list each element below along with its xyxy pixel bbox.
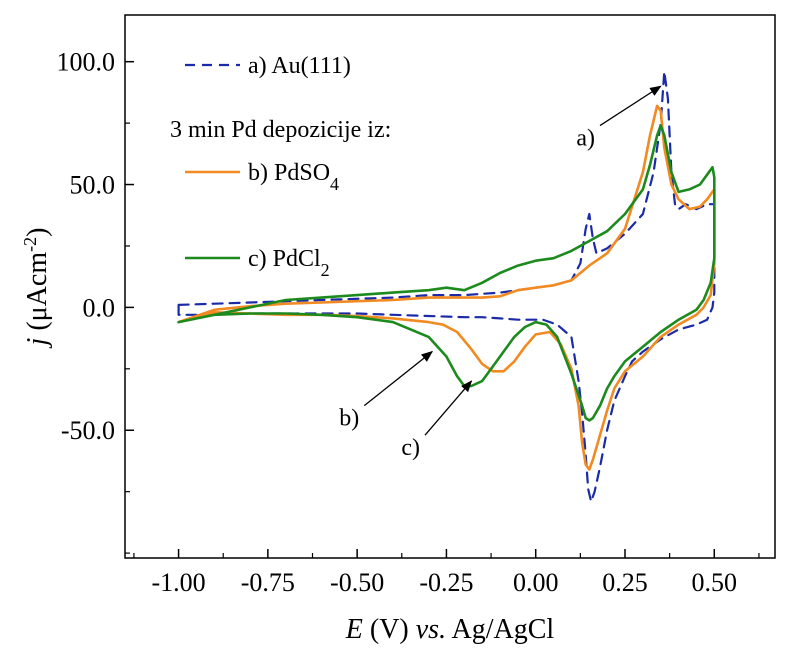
x-tick-label: 0.50 (692, 568, 738, 597)
x-tick-label: -0.25 (419, 568, 473, 597)
x-tick-label: -0.50 (330, 568, 384, 597)
annotation-arrow (599, 85, 662, 127)
annotation-arrow (363, 350, 434, 407)
legend-heading: 3 min Pd depozicije iz: (170, 117, 391, 143)
x-tick-label: -1.00 (151, 568, 205, 597)
x-tick-label: -0.75 (241, 568, 295, 597)
y-tick-label: -50.0 (61, 416, 115, 445)
legend-label-c: c) PdCl2 (248, 246, 330, 280)
x-axis: -1.00 -0.75 -0.50 -0.25 0.00 0.25 0.50 (133, 549, 760, 597)
annotations: a) b) c) (339, 85, 662, 461)
y-axis-title: j (μAcm-2) (20, 228, 53, 349)
y-tick-label: 50.0 (70, 171, 116, 200)
annotation-label: c) (401, 435, 420, 461)
annotation-arrow (424, 380, 473, 436)
plot-frame (124, 14, 776, 559)
y-tick-label: 0.0 (83, 293, 116, 322)
y-tick-label: 100.0 (57, 48, 116, 77)
x-tick-label: 0.25 (602, 568, 648, 597)
legend-label-a: a) Au(111) (248, 53, 351, 79)
legend-label-b: b) PdSO4 (248, 160, 339, 194)
series-b-line (177, 104, 716, 471)
series-a-line (177, 70, 716, 503)
y-axis: -50.0 0.0 50.0 100.0 (57, 48, 134, 554)
x-tick-label: 0.00 (513, 568, 559, 597)
legend: a) Au(111) b) PdSO4 c) PdCl2 3 min Pd depoz… (170, 53, 391, 280)
x-axis-title: E (V) vs. Ag/AgCl (345, 614, 555, 645)
annotation-label: b) (339, 406, 359, 432)
annotation-label: a) (576, 126, 595, 152)
